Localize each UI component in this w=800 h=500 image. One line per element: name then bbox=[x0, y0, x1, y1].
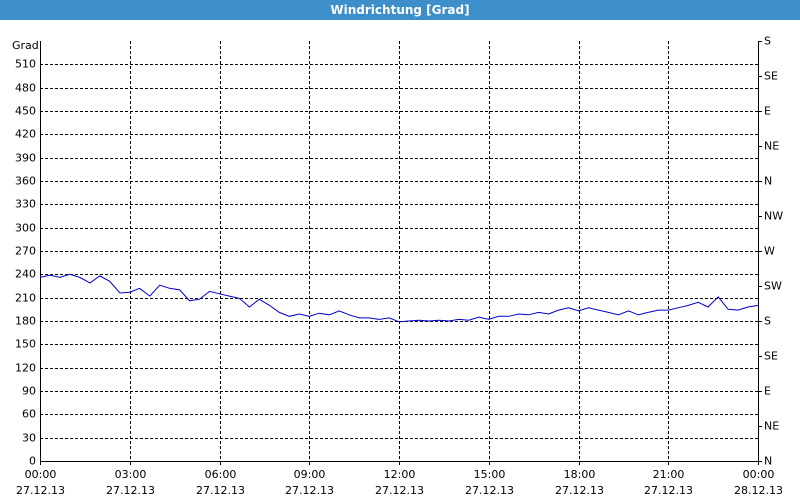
y-tick-label: 210 bbox=[15, 292, 36, 305]
y-tick-label: 90 bbox=[22, 385, 36, 398]
x-tick-sublabel: 27.12.13 bbox=[196, 484, 245, 497]
y-tick-label: 0 bbox=[29, 455, 36, 468]
x-tick-label: 18:00 bbox=[564, 468, 596, 481]
y-tick-label: 420 bbox=[15, 128, 36, 141]
x-tick-sublabel: 27.12.13 bbox=[555, 484, 604, 497]
x-tick-sublabel: 27.12.13 bbox=[644, 484, 693, 497]
y-axis-label: Grad bbox=[12, 39, 39, 52]
x-tick-label: 21:00 bbox=[653, 468, 685, 481]
y-tick-label: 450 bbox=[15, 105, 36, 118]
data-line bbox=[39, 273, 759, 323]
y2-tick-label: SE bbox=[764, 70, 778, 83]
y2-tick-label: W bbox=[764, 245, 775, 258]
y2-tick-label: S bbox=[764, 315, 771, 328]
x-tick-sublabel: 27.12.13 bbox=[106, 484, 155, 497]
y-tick-label: 480 bbox=[15, 82, 36, 95]
y2-tick-label: SE bbox=[764, 350, 778, 363]
y-tick-label: 180 bbox=[15, 315, 36, 328]
y2-tick-label: NE bbox=[764, 140, 779, 153]
x-tick-label: 00:00 bbox=[25, 468, 57, 481]
x-tick-sublabel: 27.12.13 bbox=[375, 484, 424, 497]
y-tick-label: 390 bbox=[15, 152, 36, 165]
y2-tick-label: NE bbox=[764, 420, 779, 433]
x-tick-sublabel: 27.12.13 bbox=[16, 484, 65, 497]
x-tick-sublabel: 27.12.13 bbox=[465, 484, 514, 497]
y-tick-label: 150 bbox=[15, 338, 36, 351]
x-tick-label: 09:00 bbox=[294, 468, 326, 481]
y-tick-label: 60 bbox=[22, 408, 36, 421]
x-tick-sublabel: 27.12.13 bbox=[285, 484, 334, 497]
y-tick-label: 330 bbox=[15, 198, 36, 211]
y-tick-label: 120 bbox=[15, 362, 36, 375]
title-bar: Windrichtung [Grad] bbox=[0, 0, 800, 20]
y2-tick-label: E bbox=[764, 385, 771, 398]
y-tick-label: 360 bbox=[15, 175, 36, 188]
x-tick-label: 06:00 bbox=[205, 468, 237, 481]
y2-tick-label: SW bbox=[764, 280, 782, 293]
x-tick-label: 15:00 bbox=[474, 468, 506, 481]
y-tick-label: 240 bbox=[15, 268, 36, 281]
y-tick-label: 30 bbox=[22, 432, 36, 445]
y-tick-label: 510 bbox=[15, 58, 36, 71]
y2-tick-label: S bbox=[764, 35, 771, 48]
x-tick-label: 03:00 bbox=[115, 468, 147, 481]
x-tick-label: 12:00 bbox=[384, 468, 416, 481]
y2-tick-label: NW bbox=[764, 210, 783, 223]
chart: Grad 0 30 60 90 120 150 180 210 240 270 300 330 360 3… bbox=[12, 35, 783, 498]
y2-tick-label: N bbox=[764, 455, 772, 468]
x-tick-sublabel: 28.12.13 bbox=[734, 484, 783, 497]
y-tick-label: 300 bbox=[15, 222, 36, 235]
x-tick-label: 00:00 bbox=[743, 468, 775, 481]
y-tick-label: 270 bbox=[15, 245, 36, 258]
y2-tick-label: E bbox=[764, 105, 771, 118]
y2-tick-label: N bbox=[764, 175, 772, 188]
